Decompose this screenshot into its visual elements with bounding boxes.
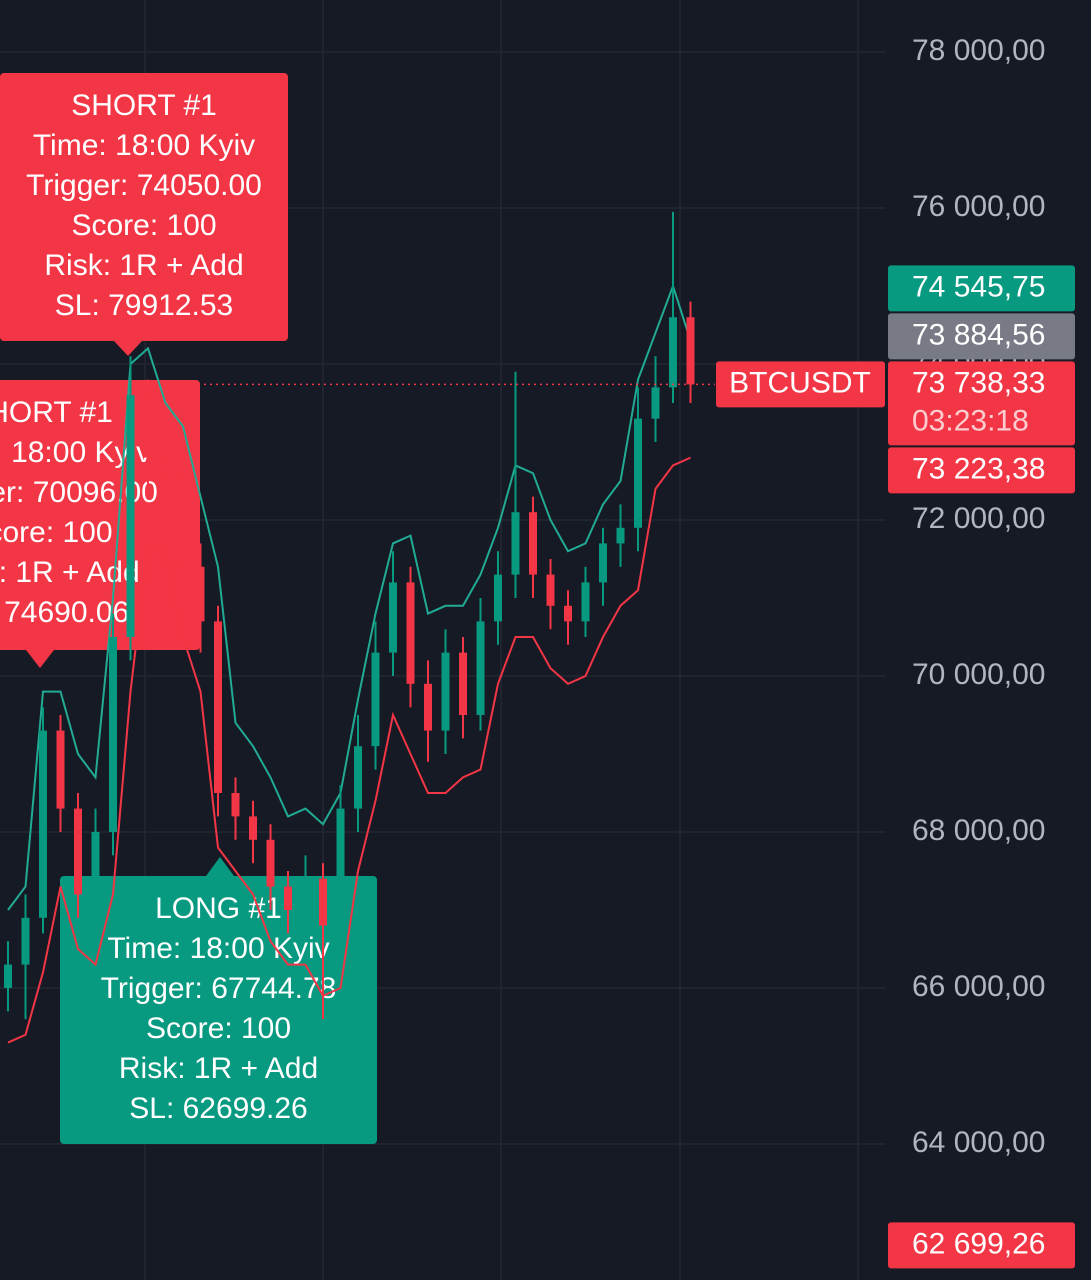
candle-body — [74, 808, 82, 895]
candle-body — [144, 395, 152, 458]
y-tick-label: 72 000,00 — [912, 502, 1045, 535]
y-tick-label: 70 000,00 — [912, 658, 1045, 691]
annotation-box — [0, 73, 288, 341]
candle-body — [441, 652, 450, 731]
candle-body — [354, 746, 362, 809]
annotation: LONG #1 Time: 18:00 Kyiv Trigger: 67744.78… — [60, 857, 377, 1144]
candle-body — [266, 839, 275, 887]
candle-body — [476, 621, 485, 715]
symbol-label: BTCUSDT — [729, 366, 871, 399]
price-label: 73 884,56 — [912, 318, 1045, 351]
candle-body — [389, 582, 397, 653]
candle-body — [634, 418, 642, 528]
candle-body — [4, 964, 12, 988]
annotation-text: Risk: 1R + Add — [119, 1052, 318, 1085]
candle-body — [371, 652, 380, 747]
candle-body — [546, 574, 555, 606]
y-tick-label: 64 000,00 — [912, 1126, 1045, 1159]
price-label-box — [888, 1222, 1075, 1269]
annotation-text: SHORT #1 — [0, 396, 113, 429]
candle-body — [214, 621, 222, 793]
candle-body — [249, 816, 257, 840]
y-tick-label: 68 000,00 — [912, 814, 1045, 847]
y-tick-label: 66 000,00 — [912, 970, 1045, 1003]
symbol-tag — [716, 361, 885, 408]
candle-body — [686, 317, 695, 385]
annotation-text: Score: 100 — [146, 1012, 291, 1045]
band-line — [7, 282, 692, 911]
annotation-text: Time: 18:00 Kyiv — [33, 129, 255, 162]
countdown-label: 03:23:18 — [912, 404, 1029, 437]
band-line — [7, 456, 691, 1044]
y-tick-label: 76 000,00 — [912, 190, 1045, 223]
annotation-pointer — [114, 341, 142, 356]
candle-body — [91, 831, 100, 895]
candle-body — [161, 457, 170, 474]
candle-body — [284, 886, 292, 910]
annotation-pointer — [26, 650, 54, 668]
annotation: SHORT #1 Time: 18:00 Kyiv Trigger: 74050.0… — [0, 73, 288, 356]
price-label: 74 545,75 — [912, 270, 1045, 303]
candle-body — [196, 566, 205, 622]
annotation-text: Score: 100 — [71, 209, 216, 242]
annotation-pointer — [206, 857, 234, 876]
annotation-text: Time: 18:00 Kyiv — [107, 932, 329, 965]
annotation-text: LONG #1 — [155, 892, 282, 925]
candle-body — [406, 582, 415, 684]
price-label: 62 699,26 — [912, 1227, 1045, 1260]
annotation-text: SL: 79912.53 — [55, 289, 234, 322]
candle-body — [424, 683, 432, 731]
annotation-text: Trigger: 74050.00 — [26, 169, 262, 202]
price-label-box — [888, 313, 1075, 360]
candle-body — [336, 808, 345, 926]
candle-body — [494, 574, 502, 622]
annotation-text: Time: 18:00 Kyiv — [0, 436, 151, 469]
candle-body — [56, 730, 65, 809]
candle-body — [581, 582, 590, 622]
candle-body — [231, 792, 240, 817]
annotation-text: Risk: 1R + Add — [44, 249, 243, 282]
candle-body — [179, 473, 187, 567]
candle-body — [651, 387, 660, 419]
price-label-box — [888, 447, 1075, 494]
candle-body — [529, 512, 537, 575]
annotation-text: SL: 62699.26 — [129, 1092, 308, 1125]
annotation-text: Risk: 1R + Add — [0, 556, 140, 589]
candle-body — [599, 543, 607, 583]
annotation-text: Trigger: 67744.78 — [101, 972, 337, 1005]
y-tick-label: 78 000,00 — [912, 34, 1045, 67]
annotation-text: Score: 100 — [0, 516, 113, 549]
annotation-text: SL: 74690.06 — [0, 596, 129, 629]
candle-body — [616, 527, 625, 544]
price-label: 73 738,33 — [912, 366, 1045, 399]
price-label-box — [888, 265, 1075, 312]
price-label-box — [888, 361, 1075, 446]
candle-body — [109, 636, 117, 832]
candle-body — [21, 917, 30, 965]
annotation-text: SHORT #1 — [71, 89, 217, 122]
candle-body — [39, 730, 47, 918]
candle-body — [669, 317, 677, 388]
candle-body — [126, 395, 135, 637]
candle-body — [459, 652, 467, 715]
candle-body — [319, 878, 327, 926]
candle-body — [564, 605, 572, 622]
annotation-box — [60, 876, 377, 1144]
price-label: 73 223,38 — [912, 452, 1045, 485]
candle-body — [511, 512, 520, 575]
candle-body — [301, 878, 310, 910]
